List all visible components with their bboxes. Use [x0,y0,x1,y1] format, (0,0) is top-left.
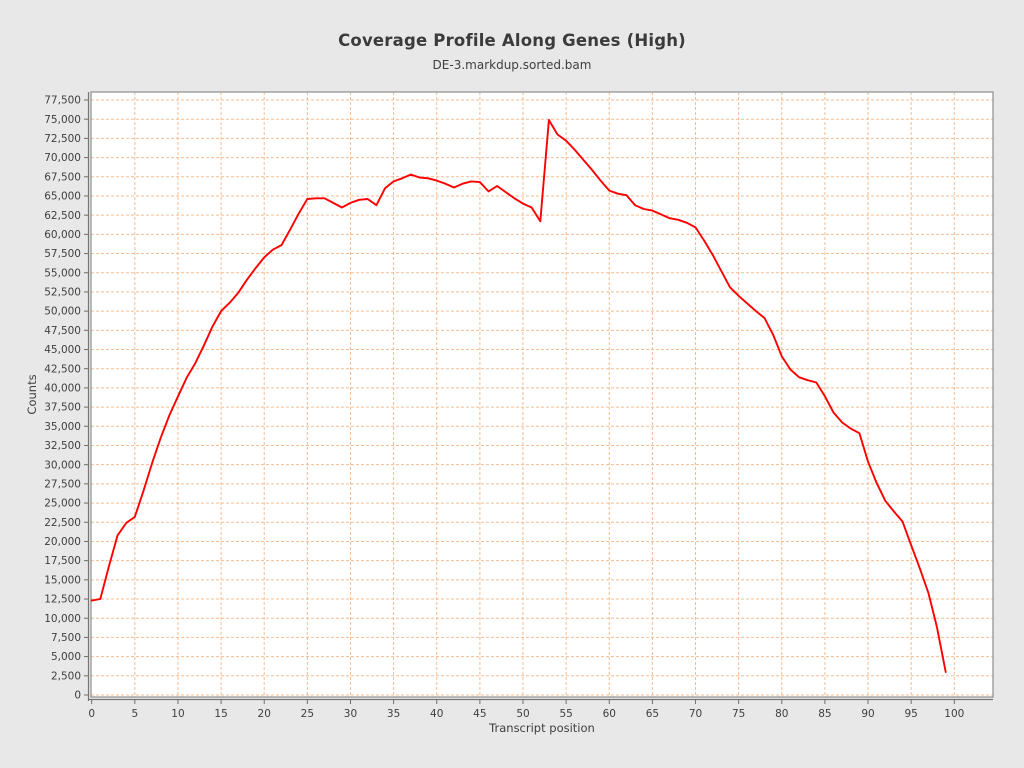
y-tick-label: 7,500 [51,632,81,644]
x-tick-label: 0 [88,708,95,720]
y-axis-label: Counts [25,374,39,414]
y-tick-label: 72,500 [44,133,81,145]
y-tick-label: 20,000 [44,536,81,548]
y-tick-label: 27,500 [44,478,81,490]
y-tick-label: 17,500 [44,555,81,567]
x-tick-label: 45 [473,708,486,720]
x-tick-label: 80 [775,708,788,720]
y-tick-label: 52,500 [44,287,81,299]
y-tick-label: 5,000 [51,651,81,663]
chart-subtitle: DE-3.markdup.sorted.bam [432,58,592,72]
x-tick-label: 25 [301,708,314,720]
tick-labels: 0 2,500 5,000 7,500 10,000 12,500 15,000 17,500… [44,95,964,720]
y-tick-label: 50,000 [44,306,81,318]
chart-title: Coverage Profile Along Genes (High) [338,31,686,50]
x-tick-label: 70 [689,708,702,720]
y-tick-label: 25,000 [44,498,81,510]
y-tick-label: 47,500 [44,325,81,337]
x-tick-label: 75 [732,708,745,720]
y-tick-label: 62,500 [44,210,81,222]
y-tick-label: 30,000 [44,459,81,471]
x-tick-label: 40 [430,708,443,720]
y-tick-label: 60,000 [44,229,81,241]
y-tick-label: 57,500 [44,248,81,260]
x-tick-label: 95 [904,708,917,720]
x-tick-label: 60 [603,708,616,720]
tick-marks [84,99,955,704]
x-tick-label: 90 [861,708,874,720]
x-tick-label: 30 [344,708,357,720]
x-tick-label: 10 [171,708,184,720]
gridlines [91,92,993,697]
x-tick-label: 20 [258,708,271,720]
y-tick-label: 10,000 [44,613,81,625]
y-tick-label: 75,000 [44,114,81,126]
y-tick-label: 22,500 [44,517,81,529]
y-tick-label: 0 [74,690,81,702]
y-tick-label: 37,500 [44,402,81,414]
x-tick-label: 85 [818,708,831,720]
plot-border [90,91,994,698]
y-tick-label: 40,000 [44,383,81,395]
y-tick-label: 42,500 [44,363,81,375]
coverage-series-line [90,119,947,673]
x-tick-label: 65 [646,708,659,720]
y-tick-label: 77,500 [44,95,81,107]
y-tick-label: 65,000 [44,191,81,203]
x-tick-label: 35 [387,708,400,720]
x-axis-label: Transcript position [488,721,595,735]
x-tick-label: 100 [944,708,964,720]
x-tick-label: 55 [559,708,572,720]
y-tick-label: 70,000 [44,152,81,164]
x-tick-label: 15 [214,708,227,720]
y-tick-label: 55,000 [44,267,81,279]
y-tick-label: 35,000 [44,421,81,433]
plot-area [91,92,993,697]
y-tick-label: 15,000 [44,574,81,586]
y-tick-label: 45,000 [44,344,81,356]
y-tick-label: 12,500 [44,594,81,606]
y-tick-label: 2,500 [51,670,81,682]
y-tick-label: 67,500 [44,171,81,183]
x-tick-label: 5 [131,708,138,720]
y-tick-label: 32,500 [44,440,81,452]
x-tick-label: 50 [516,708,529,720]
